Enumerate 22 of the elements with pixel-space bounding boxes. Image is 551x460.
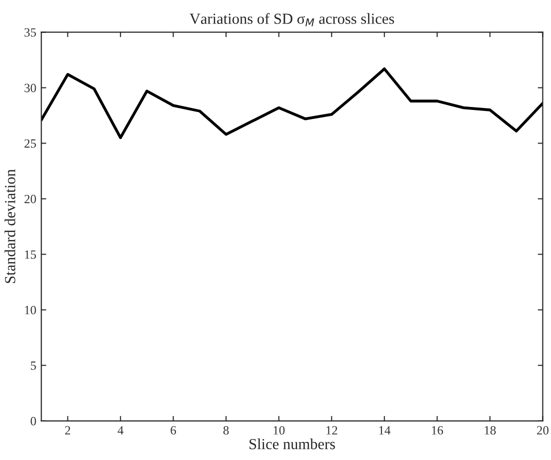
y-tick-label: 20 [24,194,36,204]
x-tick-label: 16 [432,426,444,435]
y-tick-label: 15 [25,250,36,259]
x-tick-label: 8 [223,426,229,435]
x-axis-title: Slice numbers [250,438,335,450]
y-tick-label: 5 [30,362,36,370]
x-tick-label: 2 [65,426,70,434]
y-tick-label: 35 [24,28,36,37]
x-tick-label: 12 [326,426,338,434]
x-tick-label: 10 [274,426,285,435]
x-tick-label: 18 [484,426,496,435]
y-tick-label: 10 [25,306,36,314]
x-tick-label: 14 [379,426,390,434]
x-tick-label: 4 [118,426,124,434]
y-axis-title: Standard deviation [4,169,16,284]
line-series [41,67,543,140]
y-tick-label: 30 [24,84,36,92]
x-tick-label: 6 [170,426,176,435]
x-tick-label: 20 [537,426,549,435]
chart-title: Variations of SD σ$_{M}$ across slices [190,13,394,26]
y-tick-label: 25 [24,139,36,148]
y-tick-label: 0 [30,416,36,426]
